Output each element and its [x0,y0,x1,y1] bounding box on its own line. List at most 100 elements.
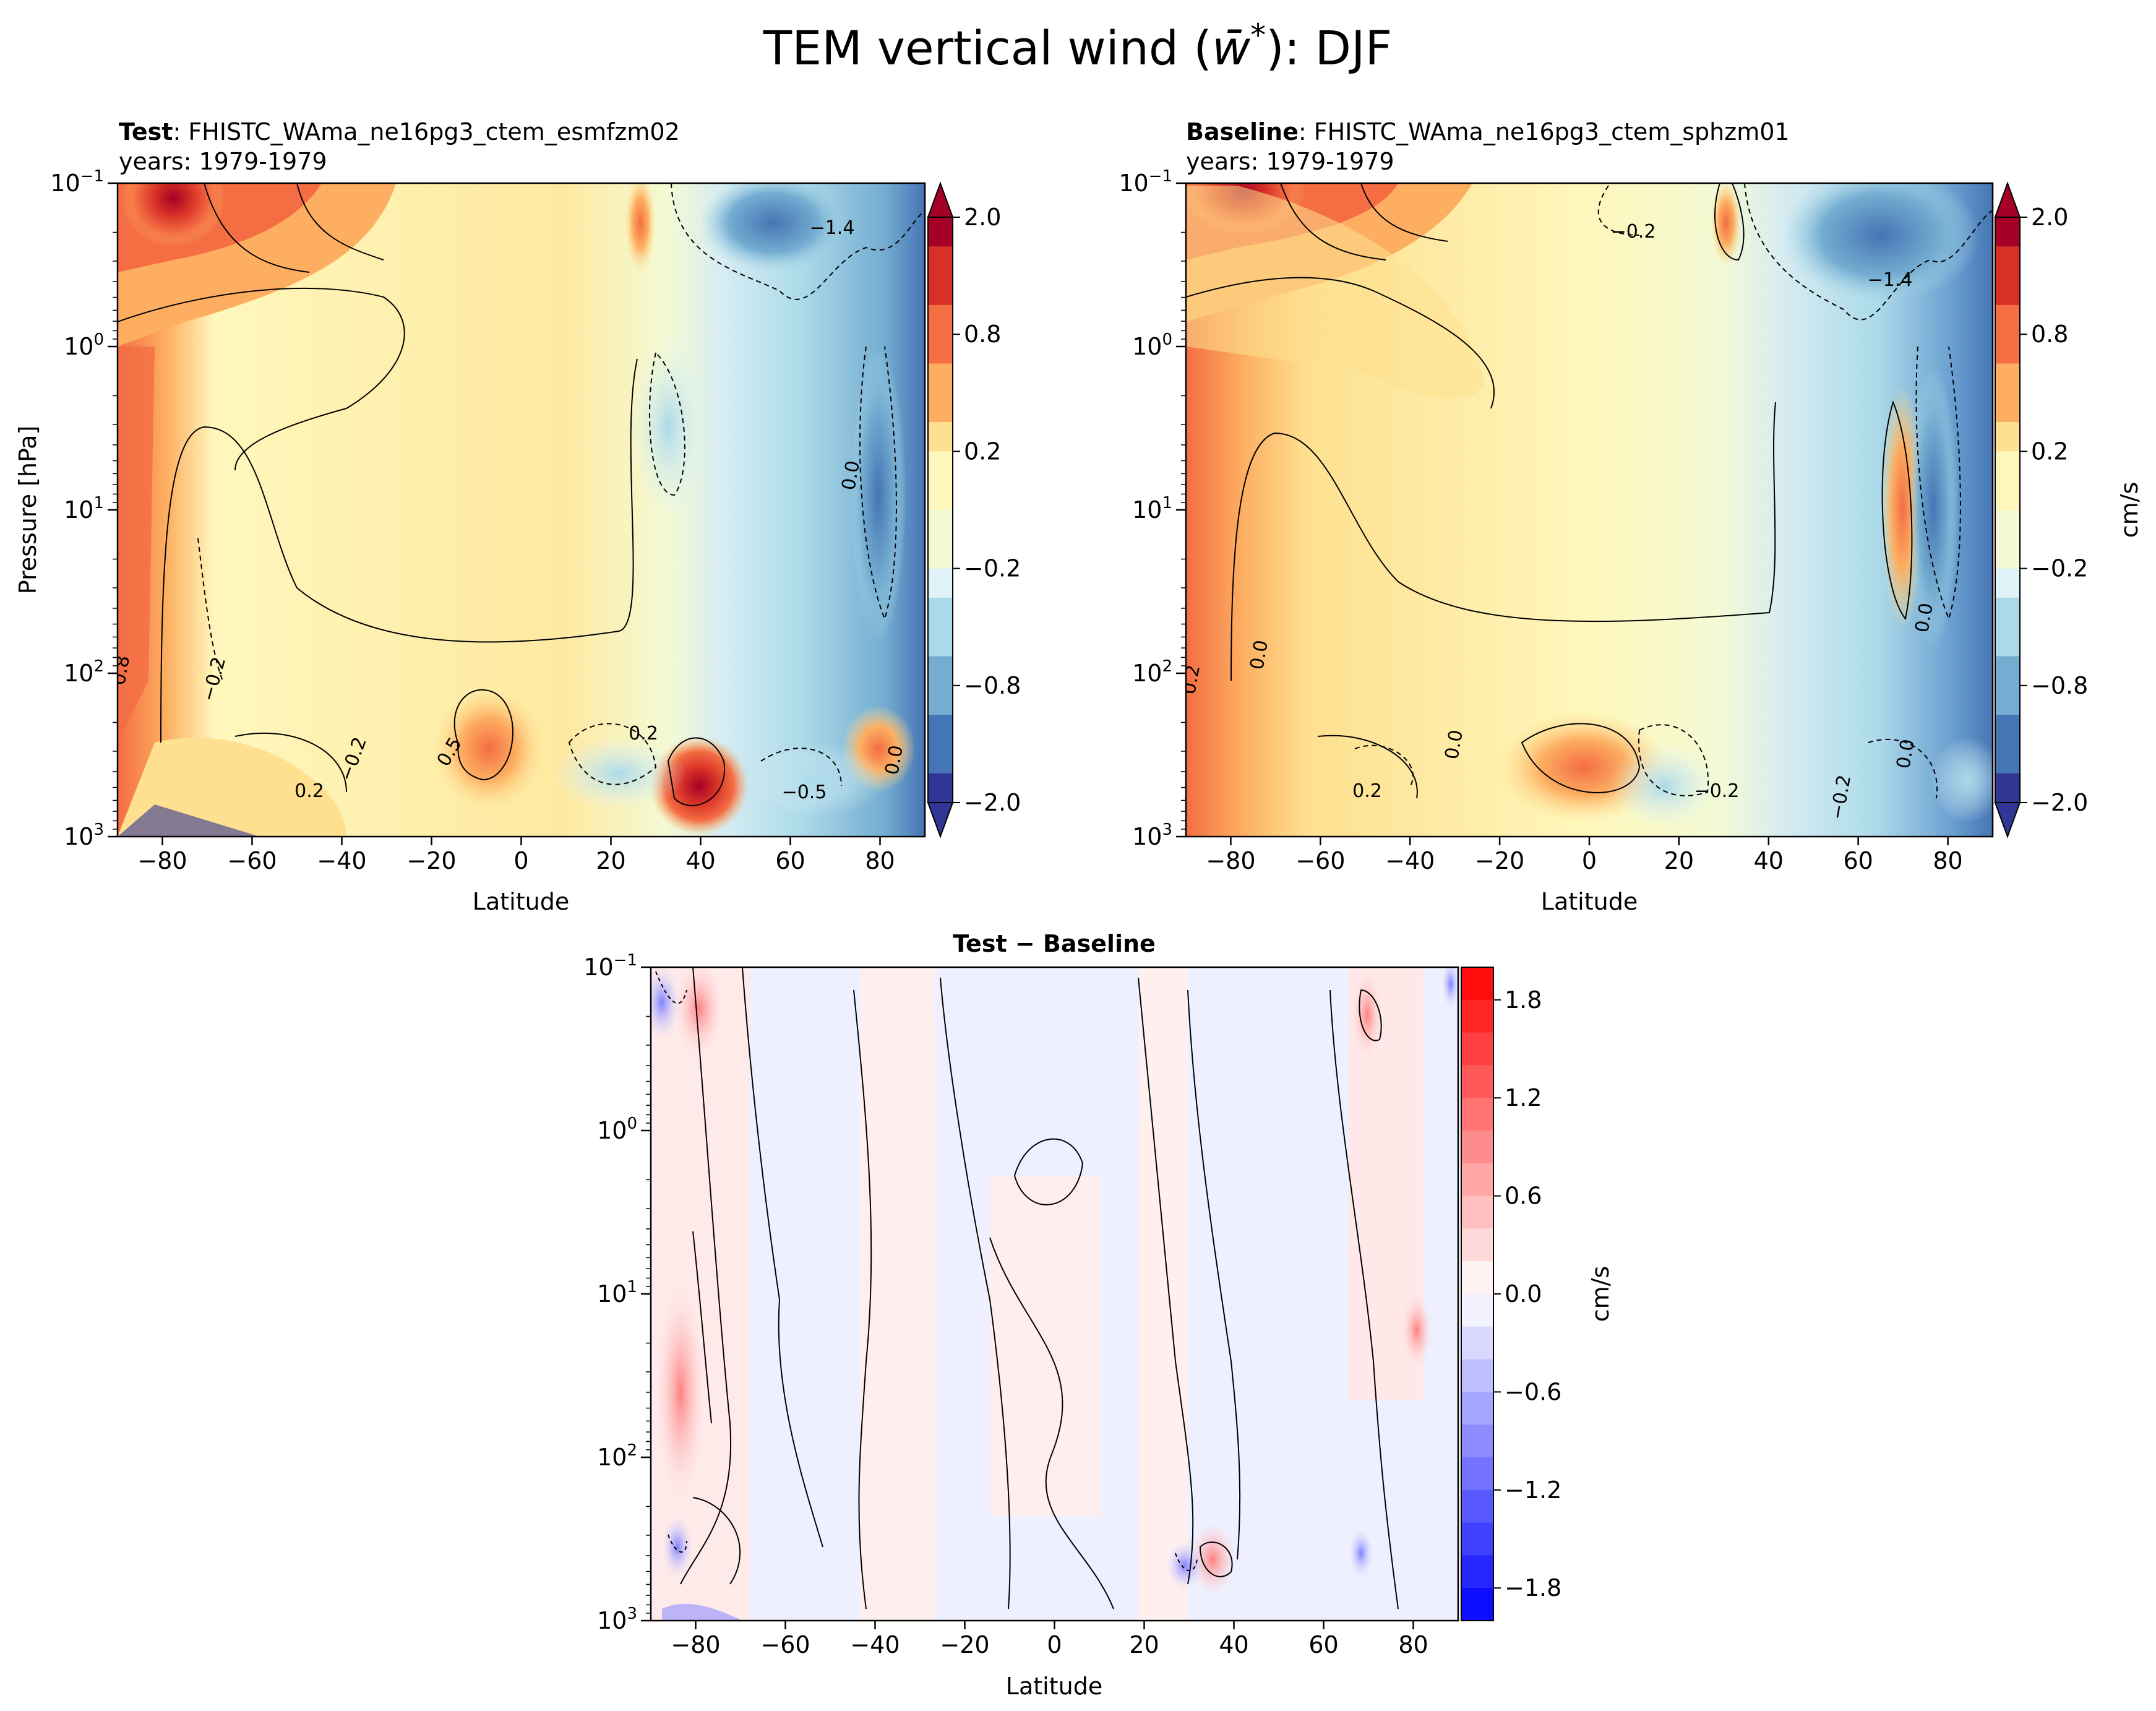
colorbar-segment [1461,1555,1493,1588]
colorbar-frame [1995,217,2021,803]
colorbar-tick-label: 2.0 [964,204,1001,231]
svg-text:0.0: 0.0 [1911,601,1938,634]
colorbar-segment [928,568,953,598]
x-tick-label: 40 [1754,847,1784,874]
x-tick-label: 0 [513,847,528,874]
x-tick-label: 20 [1664,847,1694,874]
y-tick-label: 101 [597,1278,637,1308]
colorbar-tick-label: −2.0 [2031,789,2088,816]
y-tick-label: 102 [64,657,104,687]
y-tick-label: 102 [597,1441,637,1471]
colorbar-segment [1995,773,2020,803]
colorbar-segment [928,422,953,452]
svg-text:0.0: 0.0 [881,744,908,777]
colorbar-segment [1461,1131,1493,1164]
colorbar-segment [928,685,953,715]
baseline-y-axis: 10−1 100 101 102 103 [1119,167,1186,850]
svg-text:0.0: 0.0 [1441,728,1467,761]
x-tick-label: 80 [1933,847,1962,874]
panel-baseline-title: Baseline: FHISTC_WAma_ne16pg3_ctem_sphzm… [1186,118,1790,145]
figure-title: TEM vertical wind (w̄*): DJF [763,17,1392,75]
colorbar-tick-label: −0.6 [1505,1378,1561,1405]
colorbar-tick-label: 0.8 [2031,321,2068,348]
x-tick-label: 60 [1308,1631,1338,1658]
colorbar-segment [928,539,953,569]
colorbar-segment [1461,1457,1493,1491]
x-tick-label: −60 [227,847,277,874]
x-tick-label: 0 [1582,847,1597,874]
colorbar-segment [928,217,953,247]
x-tick-label: 80 [1398,1631,1428,1658]
colorbar-segment [1995,685,2020,715]
x-tick-label: −40 [1385,847,1435,874]
colorbar-segment [1995,744,2020,774]
colorbar-segment [1461,1588,1493,1621]
svg-text:−1.4: −1.4 [1868,269,1913,291]
colorbar-segment [1461,1522,1493,1556]
colorbar-tick-label: 0.6 [1505,1183,1542,1210]
baseline-colorbar: 2.0 0.8 0.2 −0.2 −0.8 −2.0 [1994,181,2088,838]
x-tick-label: −80 [1206,847,1255,874]
x-tick-label: 40 [1219,1631,1248,1658]
colorbar-segment [1995,656,2020,686]
x-tick-label: 60 [1843,847,1873,874]
diff-y-axis: 10−1 100 101 102 103 [583,951,651,1634]
y-tick-label: 103 [64,821,104,850]
colorbar-segment [1461,1032,1493,1066]
colorbar-segment [1995,217,2020,247]
colorbar-tick-label: −1.8 [1505,1574,1561,1601]
colorbar-segment [928,392,953,423]
colorbar-segment [1461,1163,1493,1197]
y-tick-label: 100 [64,330,104,360]
colorbar-segment [928,597,953,627]
colorbar-extend-top [1994,181,2021,218]
colorbar-segment [1461,967,1493,1001]
colorbar-segment [1995,304,2020,335]
panel-baseline: Baseline: FHISTC_WAma_ne16pg3_ctem_sphzm… [1119,118,2143,915]
panel-test: Test: FHISTC_WAma_ne16pg3_ctem_esmfzm02 … [14,118,1021,915]
colorbar-segment [1461,1424,1493,1458]
x-tick-label: −20 [940,1631,989,1658]
colorbar-segment [928,480,953,511]
colorbar-segment [1461,1261,1493,1295]
x-tick-label: −40 [317,847,366,874]
colorbar-segment [928,363,953,394]
svg-text:0.2: 0.2 [629,723,658,744]
colorbar-segment [928,744,953,774]
diff-colorbar: 1.8 1.2 0.6 0.0 −0.6 −1.2 −1.8 [1461,967,1561,1621]
y-tick-label: 100 [1132,330,1172,360]
colorbar-segment [1461,1098,1493,1131]
colorbar-tick-label: −0.2 [964,555,1021,582]
colorbar-tick-label: −2.0 [964,789,1021,816]
colorbar-segment [928,715,953,744]
colorbar-segment [1461,1392,1493,1425]
svg-text:0.0: 0.0 [1892,738,1919,770]
x-tick-label: 20 [596,847,625,874]
colorbar-tick-label: −0.8 [964,672,1021,699]
colorbar-tick-label: −0.8 [2031,672,2088,699]
colorbar-segment [1995,715,2020,744]
colorbar-segment [1995,597,2020,627]
test-y-axis: 10−1 100 101 102 103 [50,167,118,850]
colorbar-segment [928,656,953,686]
x-tick-label: 20 [1129,1631,1159,1658]
baseline-contour-field: −0.2 −1.4 0.0 0.2 −0.2 0.0 0.2 0.0 −0.2 … [1186,183,1993,837]
svg-text:−0.2: −0.2 [1694,780,1740,802]
svg-text:−0.2: −0.2 [1611,221,1656,243]
test-xlabel: Latitude [473,888,569,915]
colorbar-tick-label: 1.8 [1505,986,1542,1014]
test-contour-field: −1.4 0.0 −0.2 0.2 0.5 −0.5 0.8 0.2 −0.2 … [118,183,925,837]
test-colorbar: 2.0 0.8 0.2 −0.2 −0.8 −2.0 [927,181,1021,838]
colorbar-segment [928,304,953,335]
colorbar-segment [1995,246,2020,277]
colorbar-segment [1461,999,1493,1033]
colorbar-segment [1995,510,2020,540]
x-tick-label: 80 [865,847,895,874]
test-ylabel: Pressure [hPa] [14,426,41,595]
colorbar-segment [928,773,953,803]
test-x-axis: −80 −60 −40 −20 0 20 40 60 80 [137,837,895,874]
y-tick-label: 10−1 [50,167,104,197]
diff-colorbar-label: cm/s [1587,1266,1614,1322]
y-tick-label: 100 [597,1114,637,1144]
colorbar-segment [1995,275,2020,306]
